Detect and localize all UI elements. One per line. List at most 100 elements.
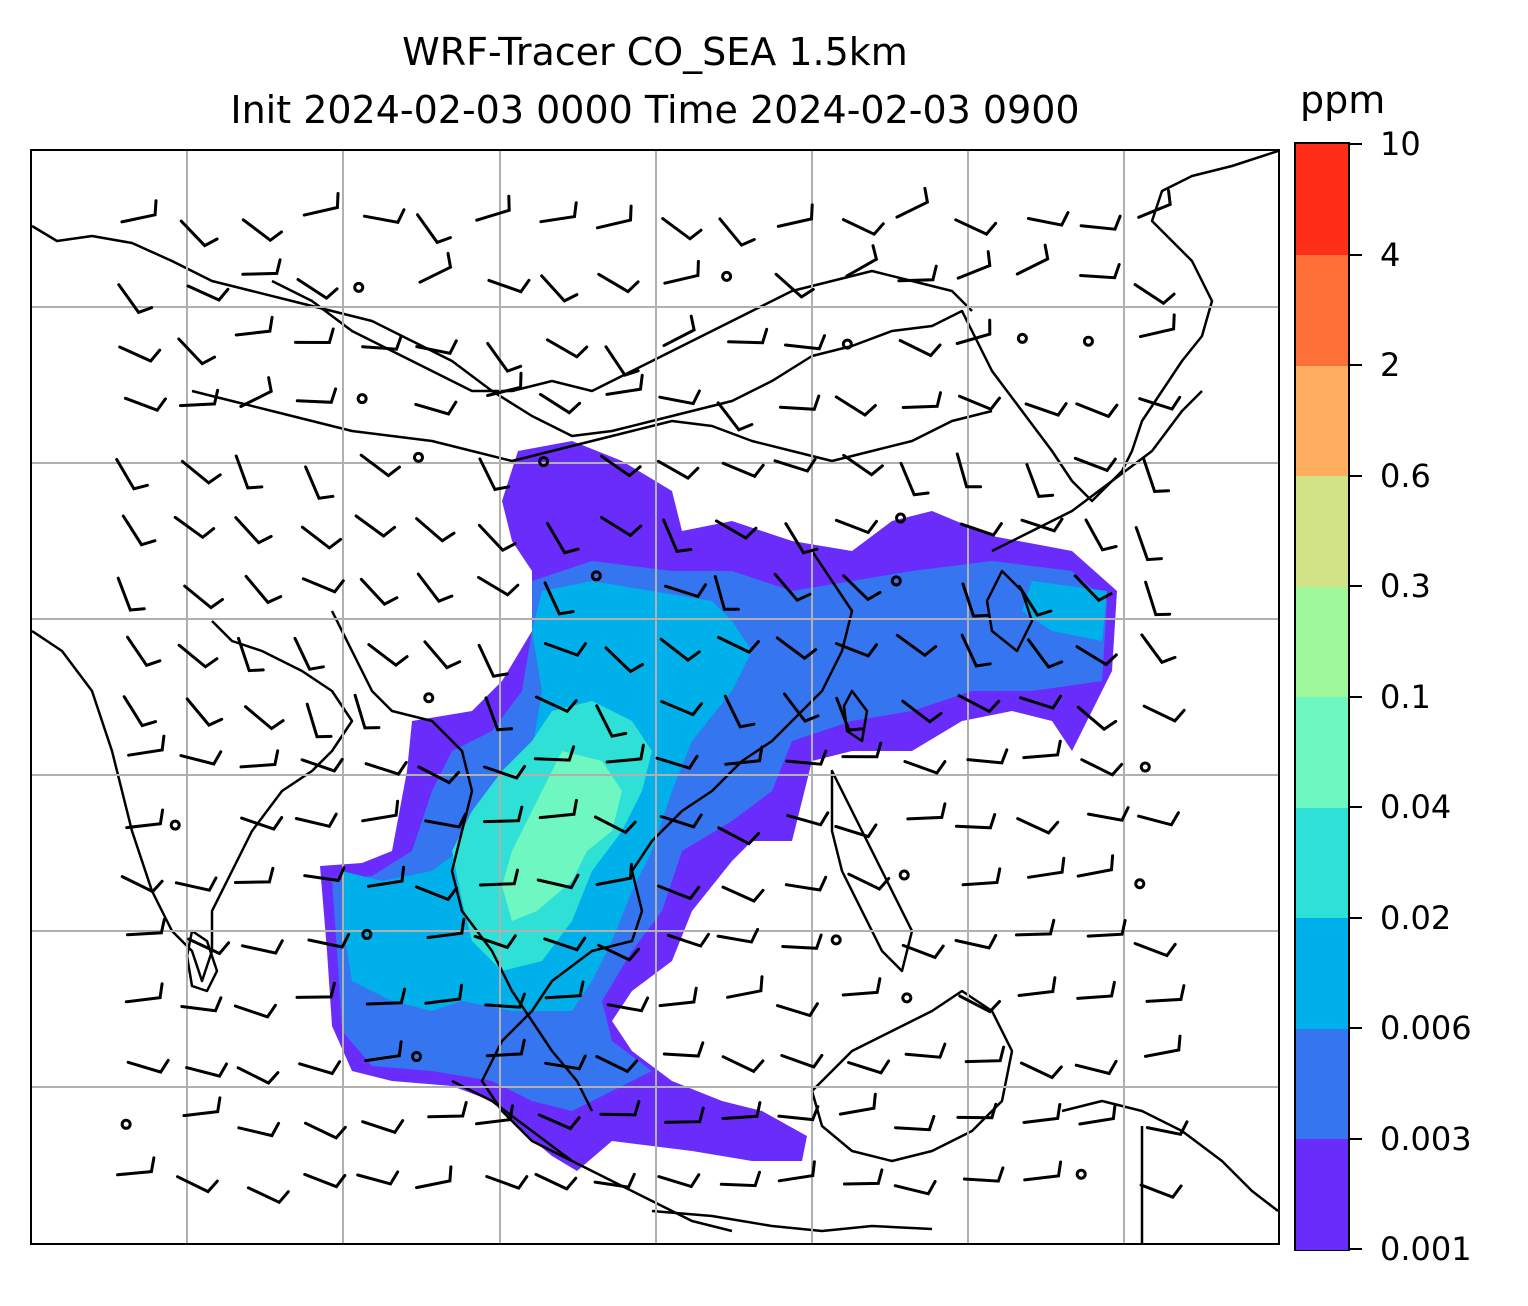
wind-barb — [353, 693, 381, 730]
colorbar-tick-label: 0.001 — [1380, 1230, 1472, 1268]
wind-barb — [1134, 526, 1163, 562]
wind-barb — [898, 339, 942, 358]
wind-barb — [961, 582, 990, 618]
wind-barb — [658, 986, 698, 1008]
wind-barb — [484, 696, 514, 732]
plume-core — [502, 751, 622, 921]
wind-barb — [605, 743, 645, 764]
colorbar-tick — [1350, 695, 1362, 698]
wind-barb — [786, 811, 830, 827]
colorbar-segment — [1296, 144, 1348, 255]
wind-barb — [784, 522, 819, 555]
wind-barb — [834, 518, 878, 535]
colorbar-tick-label: 0.02 — [1380, 898, 1452, 937]
wind-barb — [300, 757, 344, 773]
wind-barb — [657, 884, 701, 901]
wind-barb — [484, 992, 526, 1009]
coastline-philippines — [830, 769, 914, 973]
wind-barb — [664, 1106, 705, 1124]
wind-barb — [904, 1042, 947, 1059]
calm-wind-marker — [1082, 335, 1094, 347]
wind-barb — [183, 584, 224, 610]
wind-barb — [1137, 189, 1172, 219]
wind-barb — [901, 391, 942, 409]
map-title: WRF-Tracer CO_SEA 1.5km — [402, 30, 908, 74]
calm-wind-marker — [361, 928, 373, 940]
calm-wind-marker — [830, 934, 842, 946]
wind-barb — [716, 401, 754, 432]
border-mongolia — [271, 269, 973, 393]
colorbar-tick-label: 0.04 — [1380, 788, 1452, 826]
wind-barb — [240, 816, 284, 831]
wind-barb — [778, 394, 821, 411]
calm-wind-marker — [841, 338, 853, 350]
wind-barb — [958, 394, 1001, 412]
coastline-china-east — [480, 550, 854, 1163]
wind-barb — [477, 643, 509, 678]
wind-barb — [718, 217, 756, 247]
wind-barb — [483, 805, 524, 824]
wind-barb — [186, 284, 230, 302]
wind-barb — [957, 694, 1001, 714]
wind-barb — [956, 250, 992, 280]
wind-barb — [125, 917, 166, 937]
wind-barb — [1139, 1183, 1183, 1200]
wind-barb — [895, 186, 930, 219]
wind-barb — [842, 1168, 884, 1186]
wind-barb — [1074, 1059, 1118, 1076]
colorbar-tick-label: 10 — [1380, 125, 1421, 163]
wind-barb — [416, 213, 452, 245]
colorbar-tick-label: 0.6 — [1380, 456, 1431, 495]
wind-barb — [721, 461, 765, 479]
wind-barb — [364, 1040, 403, 1063]
wind-barb — [656, 459, 700, 480]
wind-barb — [244, 705, 285, 731]
wind-barb — [661, 217, 703, 241]
colorbar-tick-label: 4 — [1380, 235, 1401, 274]
calm-wind-marker — [353, 281, 365, 293]
wind-barb — [842, 574, 882, 602]
wind-barb — [538, 798, 578, 820]
coastline-taiwan — [842, 689, 869, 743]
wind-barb — [533, 745, 576, 762]
wind-barb — [300, 525, 343, 550]
wind-barb — [1137, 811, 1180, 827]
wind-barb — [955, 452, 983, 489]
colorbar-tick-label: 2 — [1380, 346, 1401, 384]
wind-barb — [301, 577, 345, 594]
wind-barb — [901, 943, 945, 960]
colorbar-tick — [1350, 806, 1362, 808]
wind-barb — [1022, 1103, 1062, 1124]
wind-barb — [1133, 283, 1176, 306]
wind-barb — [485, 1175, 529, 1190]
wind-barb — [659, 813, 703, 829]
wind-barb — [1016, 817, 1060, 835]
wind-barb — [244, 574, 283, 605]
wind-barb — [361, 799, 400, 823]
wind-barb — [298, 1060, 342, 1076]
wind-barb — [423, 640, 462, 670]
wind-barb — [1017, 584, 1053, 617]
wind-barb — [777, 1160, 816, 1183]
wind-barb — [599, 1099, 641, 1117]
wind-barb — [179, 388, 220, 408]
wind-barb — [117, 283, 154, 315]
coastline-japan — [991, 390, 1203, 553]
wind-barb — [960, 633, 992, 668]
colorbar-segment — [1296, 254, 1348, 366]
wind-barb — [185, 697, 224, 727]
wind-barb — [834, 823, 878, 839]
wind-barb — [180, 459, 222, 485]
wind-barb — [842, 453, 884, 477]
wind-barb — [486, 342, 523, 373]
wind-barb — [962, 1166, 1005, 1183]
wind-barb — [1019, 694, 1063, 710]
colorbar — [1294, 142, 1350, 1251]
wind-barb — [475, 194, 511, 222]
wind-barb — [116, 1156, 156, 1177]
wind-barb — [237, 636, 265, 673]
wind-barb — [1026, 211, 1070, 227]
coastline-indochina — [330, 610, 594, 1112]
wind-barb — [721, 1101, 762, 1120]
wind-barb — [361, 334, 403, 351]
